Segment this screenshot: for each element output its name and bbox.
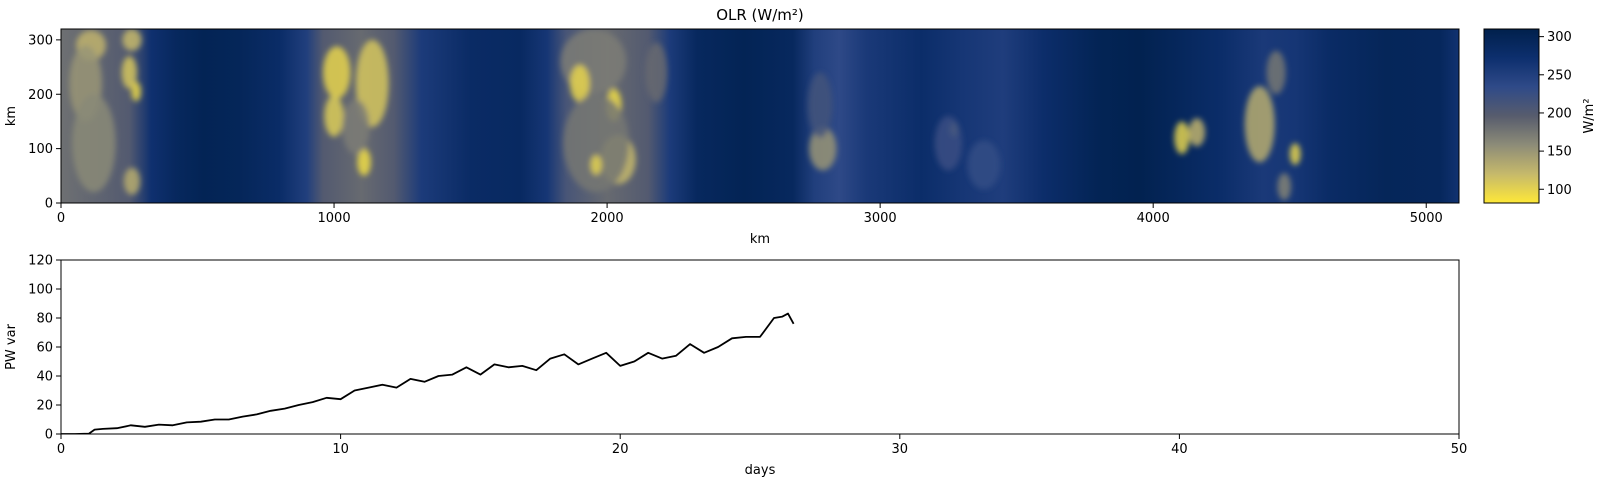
clear-sky-olr-field xyxy=(61,29,1459,203)
cold-cloud-patch xyxy=(1266,50,1286,95)
y-tick-label: 100 xyxy=(28,283,53,298)
cold-cloud-patch xyxy=(934,116,963,171)
olr-heatmap-frame xyxy=(60,28,1460,204)
olr-y-axis: 0 100 200 300 xyxy=(28,33,61,212)
pw-var-y-axis-label: PW var xyxy=(4,323,19,369)
pw-var-x-axis: 0 10 20 30 40 50 xyxy=(57,434,1467,457)
olr-x-axis: 0 1000 2000 3000 4000 5000 xyxy=(57,203,1443,226)
olr-title: OLR (W/m²) xyxy=(716,6,804,24)
x-tick-label: 50 xyxy=(1451,442,1468,457)
cold-cloud-patch xyxy=(323,46,351,99)
colorbar-tick-label: 100 xyxy=(1547,183,1572,198)
olr-heatmap-panel: OLR (W/m²) 0 1000 2000 3000 4000 5000 0 100 200… xyxy=(4,6,1460,247)
colorbar-label: W/m² xyxy=(1582,98,1597,133)
y-tick-label: 100 xyxy=(28,142,53,157)
colorbar-tick-label: 150 xyxy=(1547,145,1572,160)
x-tick-label: 3000 xyxy=(864,211,897,226)
x-tick-label: 10 xyxy=(332,442,349,457)
olr-y-axis-label: km xyxy=(4,106,19,126)
cold-cloud-patch xyxy=(122,29,142,51)
y-tick-label: 200 xyxy=(28,88,53,103)
y-tick-label: 0 xyxy=(45,428,53,443)
cold-cloud-patch xyxy=(967,140,1001,190)
colorbar-tick-label: 300 xyxy=(1547,30,1572,45)
x-tick-label: 2000 xyxy=(591,211,624,226)
x-tick-label: 30 xyxy=(892,442,909,457)
olr-heatmap-plot-area xyxy=(61,29,1459,203)
y-tick-label: 40 xyxy=(36,370,53,385)
cold-cloud-patch xyxy=(1277,173,1292,201)
cold-cloud-patch xyxy=(809,126,837,171)
x-tick-label: 0 xyxy=(57,442,65,457)
x-tick-label: 0 xyxy=(57,211,65,226)
cold-cloud-patch xyxy=(357,148,371,176)
x-tick-label: 4000 xyxy=(1137,211,1170,226)
cold-cloud-patch xyxy=(1244,86,1275,163)
cold-cloud-patch xyxy=(342,99,370,155)
olr-colorbar: 100 150 200 250 300 W/m² xyxy=(1483,28,1597,204)
x-tick-label: 40 xyxy=(1171,442,1188,457)
cold-cloud-patch xyxy=(1174,121,1190,155)
y-tick-label: 80 xyxy=(36,312,53,327)
x-tick-label: 5000 xyxy=(1410,211,1443,226)
colorbar-tick-label: 200 xyxy=(1547,106,1572,121)
clear-sky-background xyxy=(61,29,1459,203)
cold-cloud-patch xyxy=(131,81,142,102)
cold-cloud-patch xyxy=(645,42,668,103)
colorbar-ticks: 100 150 200 250 300 xyxy=(1539,30,1572,198)
colorbar-gradient xyxy=(1483,28,1540,204)
convective-cloud-layer xyxy=(69,29,1301,201)
y-tick-label: 120 xyxy=(28,254,53,269)
pw-var-y-axis: 0 20 40 60 80 100 120 xyxy=(28,254,61,443)
y-tick-label: 300 xyxy=(28,33,53,48)
pw-var-plot-background xyxy=(61,260,1459,434)
cold-cloud-patch xyxy=(570,64,590,102)
y-tick-label: 0 xyxy=(45,197,53,212)
pw-var-x-axis-label: days xyxy=(745,463,776,478)
pw-var-series-line xyxy=(61,312,795,434)
cold-cloud-patch xyxy=(1289,143,1301,166)
x-tick-label: 1000 xyxy=(318,211,351,226)
x-tick-label: 20 xyxy=(612,442,629,457)
y-tick-label: 20 xyxy=(36,399,53,414)
cold-cloud-patch xyxy=(72,94,116,193)
cold-cloud-patch xyxy=(1188,118,1206,147)
cold-cloud-patch xyxy=(121,56,137,89)
cold-cloud-patch xyxy=(123,167,141,195)
cold-cloud-patch xyxy=(324,95,344,137)
olr-x-axis-label: km xyxy=(750,232,770,247)
cold-cloud-patch xyxy=(590,155,602,175)
y-tick-label: 60 xyxy=(36,341,53,356)
cold-cloud-patch xyxy=(563,94,629,193)
colorbar-tick-label: 250 xyxy=(1547,68,1572,83)
pw-var-panel: 0 10 20 30 40 50 0 20 40 60 80 100 120 days PW var xyxy=(4,254,1467,479)
cold-cloud-patch xyxy=(807,72,833,138)
